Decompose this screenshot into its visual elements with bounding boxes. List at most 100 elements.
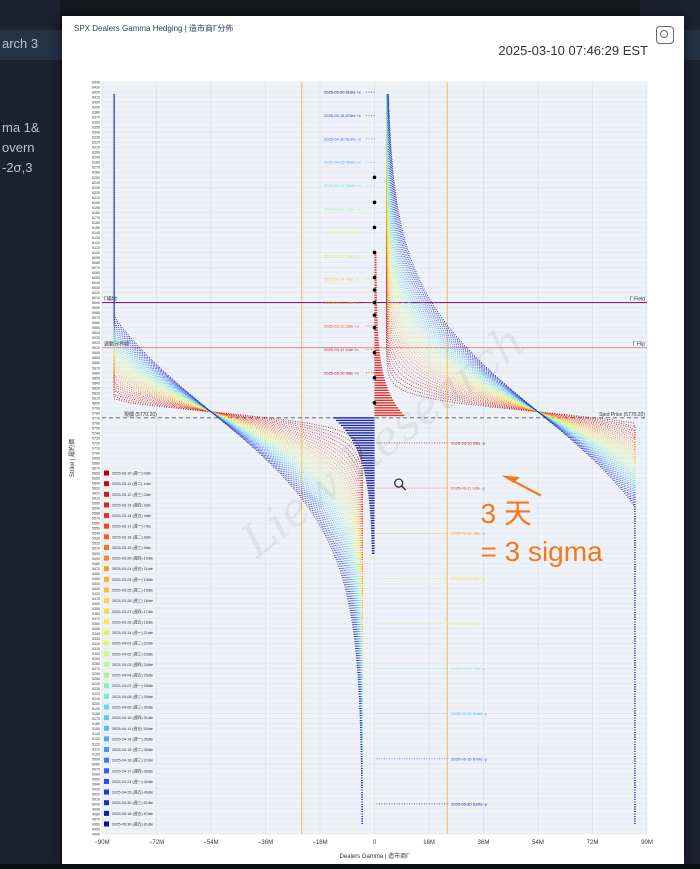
y-tick-label: 5080 — [92, 762, 100, 766]
y-tick-label: 5720 — [92, 441, 100, 445]
net-gamma-bar — [374, 281, 377, 284]
net-gamma-bar — [374, 259, 377, 261]
y-tick-label: 5530 — [92, 537, 100, 541]
y-tick-label: 5480 — [92, 562, 100, 566]
y-tick-label: 6070 — [92, 266, 100, 270]
net-gamma-bar — [374, 274, 377, 276]
y-tick-label: 6340 — [92, 131, 100, 135]
y-tick-label: 6350 — [92, 126, 100, 130]
net-gamma-bar — [374, 402, 395, 404]
net-gamma-bar — [366, 482, 375, 484]
net-gamma-bar — [374, 296, 377, 299]
legend-label: 2025-04-03 (週四) 24dte — [112, 662, 153, 667]
y-tick-label: 5670 — [92, 467, 100, 471]
net-gamma-bar — [374, 309, 378, 311]
expiry-label-call: 2025-04-25 46dte +c — [324, 160, 361, 165]
net-gamma-bar — [367, 487, 375, 489]
net-gamma-bar — [363, 467, 375, 469]
y-tick-label: 5240 — [92, 682, 100, 686]
net-gamma-bar — [361, 462, 375, 464]
x-tick-label: 54M — [532, 840, 544, 846]
net-gamma-bar — [333, 417, 375, 419]
legend-swatch — [104, 778, 109, 784]
legend-swatch — [104, 661, 109, 667]
y-tick-label: 5620 — [92, 492, 100, 496]
expiry-label-call: 2025-04-30 51dte +c — [324, 136, 361, 141]
expiry-label-call: 2025-05-16 67dte +c — [324, 113, 361, 118]
legend-label: 2025-05-30 (週五) 81dte — [112, 821, 153, 826]
y-tick-label: 5960 — [92, 321, 100, 325]
net-gamma-bar — [374, 347, 380, 349]
net-gamma-bar — [365, 474, 375, 477]
net-gamma-bar — [362, 464, 375, 467]
net-gamma-bar — [374, 299, 377, 301]
y-tick-label: 4940 — [92, 833, 100, 837]
legend-label: 2025-03-13 (週四) 3dte — [112, 502, 151, 507]
reference-line-label-left: 現價 (5770.20) — [124, 411, 157, 418]
y-tick-label: 5140 — [92, 732, 100, 736]
net-gamma-bar — [374, 372, 384, 374]
y-tick-label: 6330 — [92, 136, 100, 140]
y-tick-label: 5490 — [92, 557, 100, 561]
y-tick-label: 5710 — [92, 446, 100, 450]
reference-line-label: Γ Field — [630, 297, 645, 303]
y-tick-label: 5110 — [92, 747, 100, 751]
legend-swatch — [104, 630, 109, 636]
gamma-profile-curve — [386, 94, 636, 824]
net-gamma-bar — [374, 266, 377, 269]
y-tick-label: 6130 — [92, 236, 100, 240]
expiry-label-put: 2025-03-11 1dte -p — [451, 486, 486, 491]
key-strike-marker — [372, 350, 377, 355]
y-tick-label: 6410 — [92, 96, 100, 100]
y-tick-label: 5610 — [92, 497, 100, 501]
net-gamma-bar — [366, 484, 375, 487]
y-tick-label: 5440 — [92, 582, 100, 586]
y-tick-label: 6320 — [92, 141, 100, 145]
expiry-label-put: 2025-05-30 81dte -p — [451, 801, 488, 806]
net-gamma-bar — [374, 324, 378, 326]
y-tick-label: 5640 — [92, 482, 100, 486]
y-tick-label: 5730 — [92, 436, 100, 440]
net-gamma-bar — [374, 319, 378, 321]
legend-swatch — [104, 576, 109, 582]
y-tick-label: 5580 — [92, 512, 100, 516]
y-tick-label: 5100 — [92, 752, 100, 756]
expiry-label-call: 2025-03-10 0dte +c — [324, 370, 359, 375]
y-tick-label: 5070 — [92, 767, 100, 771]
net-gamma-bar — [374, 254, 377, 256]
net-gamma-bar — [374, 392, 390, 394]
legend-swatch — [104, 608, 109, 614]
legend-swatch — [104, 587, 109, 593]
expiry-label-call: 2025-03-14 4dte +c — [324, 277, 359, 282]
y-tick-label: 6250 — [92, 176, 100, 180]
net-gamma-bar — [356, 447, 375, 449]
net-gamma-bar — [374, 389, 389, 392]
y-tick-label: 5300 — [92, 652, 100, 656]
key-strike-marker — [372, 401, 377, 405]
net-gamma-bar — [371, 532, 375, 534]
y-tick-label: 4970 — [92, 817, 100, 821]
expiry-label-put: 2025-05-16 67dte -p — [451, 756, 488, 761]
net-gamma-bar — [374, 286, 377, 289]
lens-icon[interactable] — [656, 26, 674, 44]
x-axis-label: Dealers Gamma | 造市商Γ — [340, 852, 411, 860]
expiry-label-put: 2025-03-10 0dte -p — [451, 440, 486, 445]
legend-swatch — [104, 789, 109, 795]
legend-swatch — [104, 715, 109, 721]
y-tick-label: 5370 — [92, 617, 100, 621]
legend-swatch — [104, 757, 109, 763]
y-tick-label: 6200 — [92, 201, 100, 205]
y-tick-label: 5780 — [92, 411, 100, 415]
net-gamma-bar — [354, 444, 375, 447]
net-gamma-bar — [374, 412, 403, 414]
legend-label: 2025-04-04 (週五) 25dte — [112, 673, 153, 678]
gamma-profile-curve — [387, 93, 636, 824]
expiry-label-call: 2025-03-12 2dte +c — [324, 323, 359, 328]
y-tick-label: 5820 — [92, 391, 100, 395]
y-tick-label: 6380 — [92, 111, 100, 115]
background-text-fragment: arch 3 — [2, 36, 39, 51]
net-gamma-bar — [370, 514, 375, 517]
background-left-panel — [0, 0, 60, 869]
legend-label: 2025-04-01 (週二) 22dte — [112, 641, 153, 646]
expiry-label-call: 2025-03-11 1dte +c — [324, 347, 359, 352]
